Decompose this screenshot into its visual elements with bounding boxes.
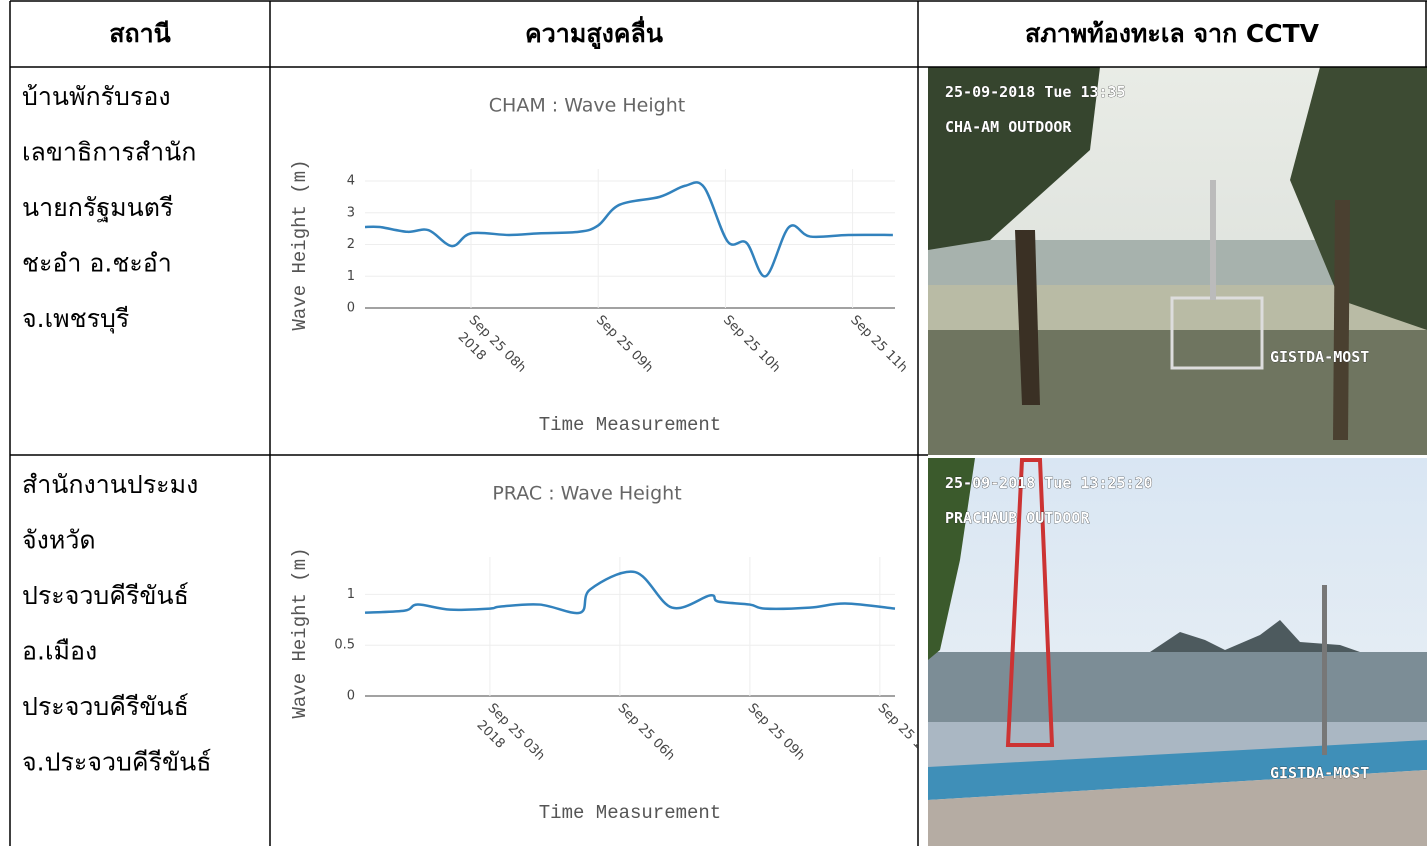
chart: PRAC : Wave Height Wave Height (m) Time Me… [289, 483, 918, 825]
y-tick-label: 2 [347, 237, 355, 252]
column-header: ความสูงคลื่น [525, 16, 663, 50]
cctv-overlay: 25-09-2018 Tue 13:35 CHA-AM OUTDOOR GISTDA… [945, 83, 1370, 367]
station-name: จ.ประจวบคีรีขันธ์ [22, 748, 211, 777]
data-line [364, 570, 896, 615]
y-axis-label: Wave Height (m) [289, 159, 311, 330]
station-name: จ.เพชรบุรี [22, 304, 129, 334]
station-name: บ้านพักรับรอง [22, 82, 171, 111]
y-tick-label: 3 [347, 205, 355, 220]
x-tick-label: Sep 25 06h [615, 701, 678, 764]
y-tick-label: 4 [347, 174, 355, 189]
column-header: สถานี [109, 19, 171, 48]
cctv-timestamp: 25-09-2018 Tue 13:35 [945, 83, 1126, 101]
station-name: ชะอำ อ.ชะอำ [22, 249, 172, 278]
x-tick-label: Sep 25 09h [745, 701, 808, 764]
cctv-camera: CHA-AM OUTDOOR [945, 118, 1072, 136]
y-tick-label: 0.5 [334, 638, 355, 653]
cctv-overlay: 25-09-2018 Tue 13:25:20 PRACHAUB OUTDOOR G… [945, 474, 1370, 783]
cctv-watermark: GISTDA-MOST [1270, 764, 1369, 782]
x-axis-label: Time Measurement [539, 414, 721, 436]
station-name: สำนักงานประมง [22, 470, 198, 499]
station-name: เลขาธิการสำนัก [22, 138, 196, 167]
chart: CHAM : Wave Height Wave Height (m) Time Me… [289, 95, 910, 437]
station-name: ประจวบคีรีขันธ์ [22, 692, 189, 721]
y-tick-label: 0 [347, 689, 355, 704]
column-header: สภาพท้องทะเล จาก CCTV [1025, 19, 1320, 48]
x-tick-label: Sep 25 10h [720, 313, 783, 376]
x-tick-label: Sep 25 11h [847, 313, 910, 376]
y-tick-label: 1 [347, 587, 355, 602]
cctv-watermark: GISTDA-MOST [1270, 348, 1369, 366]
y-tick-label: 0 [347, 301, 355, 316]
table-grid [9, 0, 1427, 846]
x-tick-label: Sep 25 09h [593, 313, 656, 376]
data-line [364, 181, 893, 278]
station-name: อ.เมือง [22, 637, 97, 666]
y-axis-label: Wave Height (m) [289, 547, 311, 718]
cctv-image [928, 67, 1427, 455]
chart-title: PRAC : Wave Height [492, 483, 681, 505]
station-name: ประจวบคีรีขันธ์ [22, 581, 189, 610]
station-name: นายกรัฐมนตรี [22, 193, 173, 222]
y-tick-label: 1 [347, 269, 355, 284]
x-axis-label: Time Measurement [539, 802, 721, 824]
chart-title: CHAM : Wave Height [489, 95, 685, 117]
station-name: จังหวัด [22, 526, 96, 555]
cctv-timestamp: 25-09-2018 Tue 13:25:20 [945, 474, 1153, 492]
cctv-camera: PRACHAUB OUTDOOR [945, 509, 1090, 527]
cctv-image [928, 458, 1427, 846]
